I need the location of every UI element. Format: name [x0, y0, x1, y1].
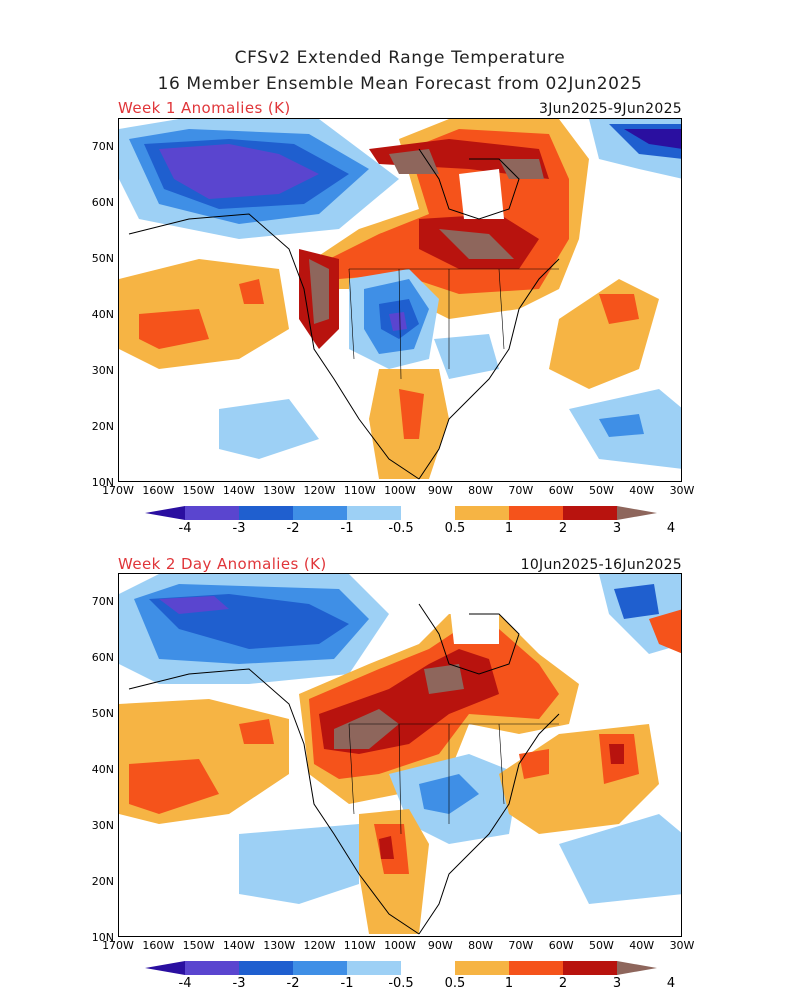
colorbar-week1 [145, 505, 657, 520]
lat-label: 70N [91, 140, 114, 153]
lon-label: 30W [669, 484, 695, 497]
lon-label: 80W [468, 484, 493, 497]
lon-label: 40W [629, 939, 655, 952]
lat-label: 50N [91, 252, 114, 265]
colorbar-swatch [455, 506, 510, 520]
week2-anomaly-map [118, 573, 682, 937]
lon-label: 150W [182, 939, 215, 952]
lon-label: 30W [669, 939, 695, 952]
colorbar-label: -2 [286, 521, 300, 536]
colorbar-swatch [563, 506, 618, 520]
lon-label: 60W [548, 939, 574, 952]
colorbar-swatch [563, 961, 618, 975]
colorbar-label: 4 [666, 521, 676, 536]
chart-title-line1: CFSv2 Extended Range Temperature [234, 48, 566, 68]
panel1-dates: 3Jun2025-9Jun2025 [539, 101, 682, 117]
colorbar-label: -3 [232, 521, 246, 536]
chart-title-line2: 16 Member Ensemble Mean Forecast from 02… [157, 74, 643, 94]
colorbar-swatch [401, 506, 456, 520]
colorbar-swatch [509, 506, 564, 520]
colorbar-swatch [617, 961, 657, 975]
lon-label: 70W [508, 484, 534, 497]
lon-label: 60W [548, 484, 574, 497]
colorbar-swatch [455, 961, 510, 975]
lon-label: 90W [427, 939, 453, 952]
colorbar-swatch [293, 961, 348, 975]
colorbar-swatch [347, 506, 402, 520]
lon-label: 110W [343, 939, 376, 952]
lat-label: 40N [91, 308, 114, 321]
colorbar-label: 1 [504, 521, 514, 536]
lon-label: 170W [102, 939, 134, 952]
lon-label: 50W [588, 939, 614, 952]
colorbar-week2 [145, 960, 657, 975]
lon-label: 40W [629, 484, 655, 497]
lon-label: 170W [102, 484, 134, 497]
lon-label: 90W [427, 484, 453, 497]
lon-label: 160W [142, 939, 175, 952]
colorbar-swatch [617, 506, 657, 520]
lat-label: 60N [91, 196, 114, 209]
lon-label: 120W [303, 484, 336, 497]
colorbar-swatch [347, 961, 402, 975]
colorbar-label: -0.5 [388, 521, 414, 536]
lat-label: 10N [91, 476, 114, 489]
lat-label: 30N [91, 364, 114, 377]
colorbar-label: -1 [340, 521, 354, 536]
colorbar-swatch [509, 961, 564, 975]
lat-label: 70N [91, 595, 114, 608]
colorbar-swatch [401, 961, 456, 975]
panel2-title: Week 2 Day Anomalies (K) [118, 555, 327, 573]
lat-label: 10N [91, 931, 114, 944]
lat-label: 50N [91, 707, 114, 720]
panel1-title: Week 1 Anomalies (K) [118, 99, 291, 117]
colorbar-label: 2 [558, 521, 568, 536]
panel2-dates: 10Jun2025-16Jun2025 [520, 557, 682, 573]
lon-label: 140W [222, 484, 255, 497]
lon-label: 70W [508, 939, 534, 952]
lon-label: 100W [384, 939, 416, 952]
lat-label: 40N [91, 763, 114, 776]
colorbar-label: -4 [178, 521, 192, 536]
lat-label: 20N [91, 420, 114, 433]
lon-label: 150W [182, 484, 215, 497]
lat-label: 30N [91, 819, 114, 832]
lon-label: 50W [588, 484, 614, 497]
lon-label: 130W [263, 484, 296, 497]
lat-label: 60N [91, 651, 114, 664]
week1-anomaly-map [118, 118, 682, 482]
colorbar-label: -3 [232, 976, 246, 991]
lon-label: 100W [384, 484, 416, 497]
colorbar-label: 1 [504, 976, 514, 991]
lon-label: 160W [142, 484, 175, 497]
colorbar-label: 2 [558, 976, 568, 991]
colorbar-swatch [185, 961, 240, 975]
lon-label: 110W [343, 484, 376, 497]
colorbar-label: 3 [612, 976, 622, 991]
colorbar-label: -0.5 [388, 976, 414, 991]
lon-label: 130W [263, 939, 296, 952]
colorbar-swatch [185, 506, 240, 520]
lon-label: 80W [468, 939, 493, 952]
colorbar-label: -2 [286, 976, 300, 991]
colorbar-swatch [145, 506, 185, 520]
colorbar-label: 0.5 [444, 521, 466, 536]
colorbar-label: 4 [666, 976, 676, 991]
colorbar-label: -4 [178, 976, 192, 991]
colorbar-label: -1 [340, 976, 354, 991]
lat-label: 20N [91, 875, 114, 888]
colorbar-swatch [239, 506, 294, 520]
colorbar-label: 3 [612, 521, 622, 536]
colorbar-swatch [239, 961, 294, 975]
lon-label: 140W [222, 939, 255, 952]
lon-label: 120W [303, 939, 336, 952]
colorbar-swatch [293, 506, 348, 520]
colorbar-label: 0.5 [444, 976, 466, 991]
colorbar-swatch [145, 961, 185, 975]
